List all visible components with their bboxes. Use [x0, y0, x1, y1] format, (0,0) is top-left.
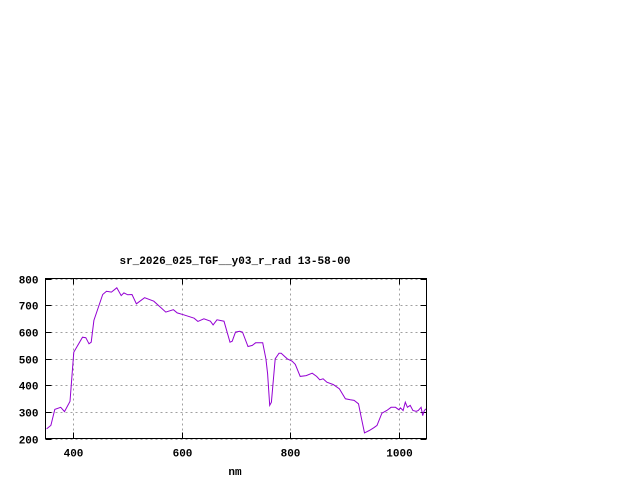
y-tick-label: 800 — [19, 276, 39, 288]
y-tick-label: 200 — [19, 436, 39, 448]
y-tick-label: 300 — [19, 409, 39, 421]
y-tick-label: 400 — [19, 382, 39, 394]
x-tick-label: 1000 — [386, 449, 412, 461]
plot-border — [45, 278, 427, 439]
y-tick-label: 600 — [19, 329, 39, 341]
y-tick-label: 700 — [19, 302, 39, 314]
series-line — [46, 287, 427, 434]
x-tick-label: 400 — [64, 449, 84, 461]
ticks — [45, 278, 427, 440]
chart-title: sr_2026_025_TGF__y03_r_rad 13-58-00 — [119, 256, 350, 268]
x-axis-label: nm — [228, 467, 242, 479]
grid — [45, 278, 427, 440]
y-tick-label: 500 — [19, 356, 39, 368]
x-tick-label: 600 — [173, 449, 193, 461]
x-tick-label: 800 — [281, 449, 301, 461]
